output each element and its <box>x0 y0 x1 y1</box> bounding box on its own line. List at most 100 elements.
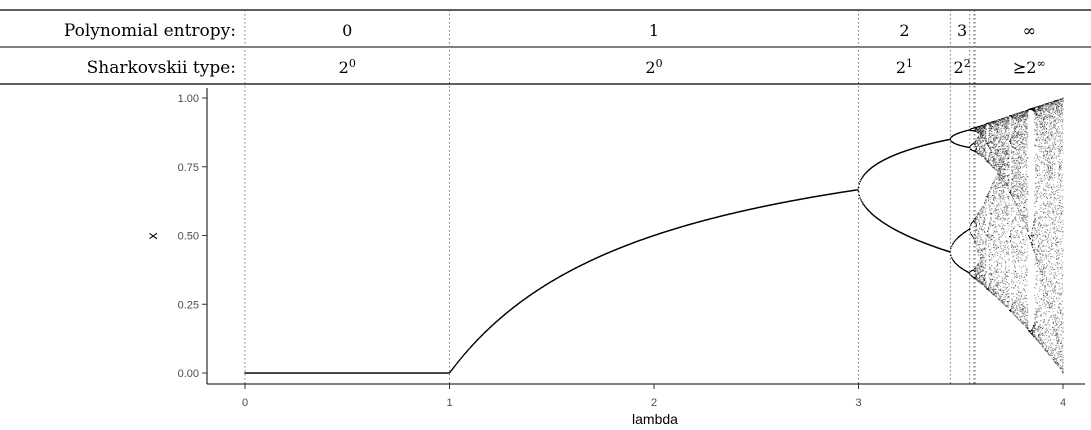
data-point <box>981 219 983 221</box>
data-point <box>981 207 983 209</box>
data-point <box>983 151 985 154</box>
data-point <box>1008 131 1010 134</box>
table-cell-base: 1 <box>649 21 659 40</box>
data-point <box>959 235 961 237</box>
data-point <box>991 291 993 294</box>
data-point <box>1008 288 1010 290</box>
data-point <box>972 220 974 223</box>
data-point <box>956 237 959 239</box>
data-point <box>997 271 999 273</box>
data-point <box>1004 225 1006 227</box>
data-point <box>996 225 998 227</box>
data-point <box>983 259 985 261</box>
data-point <box>1003 195 1005 197</box>
data-point <box>992 254 994 256</box>
data-point <box>996 295 998 297</box>
data-point <box>997 283 999 285</box>
data-point <box>983 221 986 223</box>
data-point <box>950 247 952 249</box>
data-point <box>999 145 1001 147</box>
data-point <box>1007 177 1009 179</box>
data-point <box>979 222 981 224</box>
data-point <box>998 210 1000 212</box>
data-point <box>990 251 992 253</box>
data-point <box>857 186 860 189</box>
data-point <box>997 122 999 124</box>
data-point <box>983 247 986 249</box>
data-point <box>994 290 996 292</box>
data-point <box>1004 246 1006 248</box>
data-point <box>997 154 999 156</box>
data-point <box>1001 132 1004 134</box>
data-point <box>982 210 984 212</box>
data-point <box>1003 232 1005 234</box>
data-point <box>1005 129 1007 131</box>
data-point <box>989 205 991 207</box>
data-point <box>993 157 995 159</box>
data-point <box>1008 204 1010 206</box>
data-point <box>970 145 972 147</box>
data-point <box>950 140 952 142</box>
data-point <box>983 132 985 134</box>
data-point <box>994 196 996 198</box>
data-point <box>1008 199 1010 201</box>
data-point <box>998 163 1000 165</box>
data-point <box>991 212 993 214</box>
data-point <box>985 247 987 249</box>
data-point <box>982 251 984 253</box>
data-point <box>981 209 983 211</box>
table-cell-base: ⪰2 <box>1013 58 1037 77</box>
data-point <box>995 208 997 210</box>
data-point <box>1000 187 1002 189</box>
data-point <box>1000 177 1002 179</box>
data-point <box>1001 225 1004 228</box>
data-point <box>976 217 978 219</box>
data-point <box>997 285 999 288</box>
table-cell-base: 3 <box>957 21 967 40</box>
data-point <box>989 267 991 269</box>
data-point <box>858 183 861 185</box>
data-point <box>983 262 985 264</box>
data-point <box>984 274 986 276</box>
data-point <box>1006 213 1008 215</box>
data-point <box>986 234 988 236</box>
data-point <box>1008 254 1010 256</box>
data-point <box>991 259 993 261</box>
data-point <box>1005 236 1007 238</box>
data-point <box>1007 241 1009 243</box>
data-point <box>997 184 999 186</box>
data-point <box>1008 220 1010 223</box>
data-point <box>984 149 986 151</box>
data-point <box>973 220 975 222</box>
data-point <box>1002 153 1004 155</box>
data-point <box>985 237 987 239</box>
data-point <box>1000 139 1002 141</box>
data-point <box>953 241 955 243</box>
data-point <box>1007 195 1009 197</box>
data-point <box>989 240 991 242</box>
data-point <box>455 363 457 366</box>
data-point <box>983 255 985 257</box>
data-point <box>976 127 978 129</box>
data-point <box>989 221 991 223</box>
data-point <box>979 246 981 248</box>
data-point <box>990 217 992 219</box>
data-point <box>993 132 995 134</box>
data-point <box>996 206 998 208</box>
table-cell-base: 2 <box>899 21 909 40</box>
data-point <box>984 135 986 137</box>
data-point <box>989 210 991 212</box>
data-point <box>979 140 981 142</box>
data-point <box>992 142 994 144</box>
data-point <box>1006 304 1008 306</box>
data-point <box>1000 123 1002 125</box>
data-point <box>1002 298 1004 300</box>
data-point <box>988 195 990 197</box>
data-point <box>977 129 979 131</box>
data-point <box>981 226 983 228</box>
data-point <box>1006 287 1008 289</box>
data-point <box>1001 179 1004 181</box>
data-point <box>980 237 982 239</box>
data-point <box>991 127 993 129</box>
